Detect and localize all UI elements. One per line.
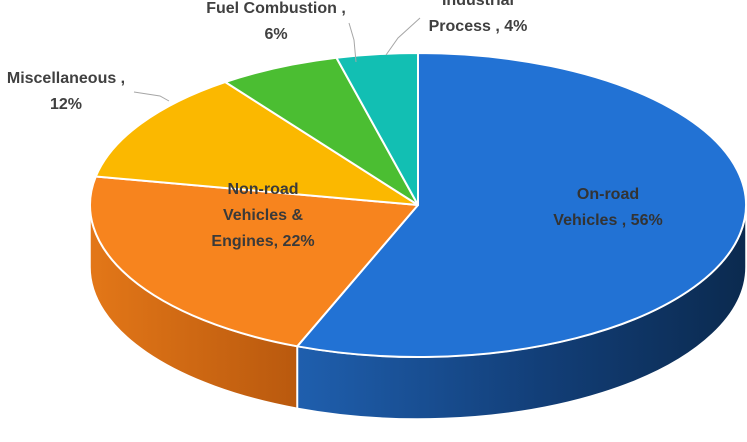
data-label: Non-road [227,181,298,198]
leader-line [385,17,421,56]
data-labels: On-road Vehicles , 56% Non-road Vehicles & E… [7,0,663,250]
leader-line [133,91,170,102]
data-label: On-road [577,186,639,203]
leader-lines [133,17,421,102]
data-label: Miscellaneous , [7,70,125,87]
pie-slice-non-road-vehicles-engines [89,175,419,348]
pie-slice-industrial-process [335,52,419,206]
data-label: Vehicles , 56% [553,212,662,229]
data-label: Process , 4% [429,18,528,35]
data-label: Engines, 22% [211,233,314,250]
data-label: 12% [50,96,82,113]
data-label: Industrial [442,0,514,9]
data-label: Fuel Combustion , [206,0,346,17]
data-label: Vehicles & [223,207,303,224]
pie-slice-miscellaneous [94,81,419,206]
data-label: 6% [264,26,287,43]
pie-slice-fuel-combustion [224,56,419,206]
pie-top [89,52,747,358]
pie-slice-on-road-vehicles [296,52,747,358]
leader-line [348,22,357,63]
